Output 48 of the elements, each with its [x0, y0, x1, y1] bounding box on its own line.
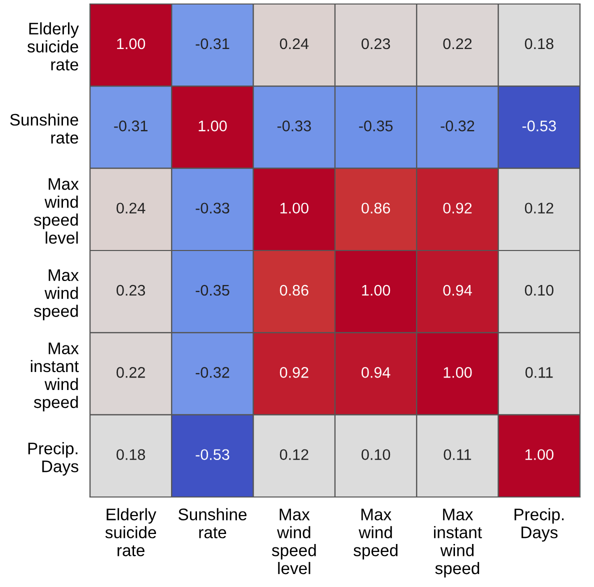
data-label: 0.22 — [116, 367, 145, 378]
data-label: -0.53 — [522, 120, 556, 132]
x-tick-label: Precip. Days — [514, 508, 564, 542]
data-label: 0.10 — [362, 449, 390, 460]
x-tick-label: Max wind speed — [354, 508, 398, 560]
data-label: 0.11 — [525, 367, 553, 378]
data-label: 0.92 — [443, 202, 472, 214]
data-label: 0.94 — [362, 367, 390, 378]
y-tick-label: Sunshine rate — [10, 113, 78, 144]
data-label: 0.92 — [280, 367, 308, 378]
data-label: 1.00 — [198, 120, 227, 132]
data-label: 1.00 — [525, 449, 554, 460]
data-label: 0.86 — [362, 202, 390, 214]
data-label: 1.00 — [280, 202, 308, 214]
data-label: 0.94 — [443, 284, 472, 296]
data-label: 0.11 — [444, 449, 472, 460]
data-label: 1.00 — [444, 367, 472, 378]
y-tick-label: Max wind speed level — [34, 178, 79, 244]
data-label: 0.12 — [524, 202, 554, 214]
data-label: 1.00 — [117, 38, 146, 50]
x-tick-label: Max instant wind speed — [434, 508, 482, 578]
y-tick-label: Max wind speed — [34, 269, 79, 320]
data-label: -0.33 — [277, 120, 311, 132]
x-tick-label: Max wind speed level — [272, 508, 316, 574]
data-label: 0.86 — [280, 284, 308, 296]
y-tick-label: Precip. Days — [28, 442, 78, 476]
data-label: 0.23 — [116, 284, 146, 296]
data-label: -0.35 — [196, 284, 230, 296]
data-label: -0.53 — [196, 449, 230, 460]
data-label: -0.31 — [114, 120, 148, 132]
data-label: 0.10 — [524, 284, 554, 296]
data-label: -0.33 — [196, 202, 230, 214]
y-tick-label: Max instant wind speed — [30, 342, 79, 412]
data-label: -0.31 — [196, 38, 230, 50]
data-label: 0.24 — [280, 38, 309, 50]
data-label: 0.12 — [280, 449, 308, 460]
data-label: -0.32 — [196, 367, 230, 378]
y-tick-label: Elderly suicide rate — [27, 22, 79, 70]
data-label: 0.23 — [362, 38, 390, 50]
x-tick-label: Elderly suicide rate — [105, 508, 156, 556]
data-label: 1.00 — [362, 284, 390, 296]
data-label: 0.18 — [524, 38, 554, 50]
x-tick-label: Sunshine rate — [178, 508, 247, 538]
data-label: 0.24 — [116, 202, 146, 214]
data-label: 0.18 — [116, 449, 146, 460]
data-label: -0.35 — [359, 120, 393, 132]
data-label: -0.32 — [440, 120, 474, 132]
data-label: 0.22 — [443, 38, 472, 50]
